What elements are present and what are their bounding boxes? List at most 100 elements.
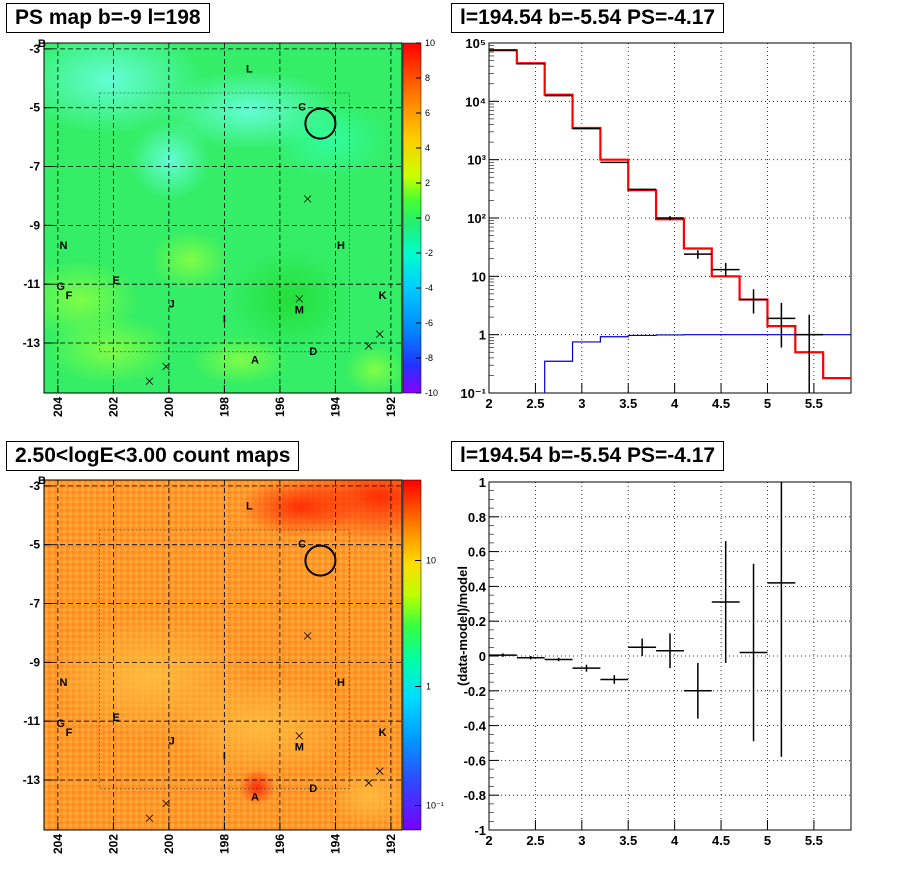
x-tick-label: 5 [764, 396, 771, 411]
map-y-tick-label: -3 [29, 479, 40, 493]
source-label: C [298, 539, 306, 551]
source-label: E [112, 275, 119, 287]
source-label: I [223, 313, 226, 325]
data-point [739, 289, 768, 314]
source-label: F [66, 290, 73, 302]
colorbar-tick-label: -6 [425, 318, 433, 328]
source-cross [295, 295, 304, 303]
map-y-tick-label: -13 [23, 336, 41, 350]
y-tick-label: -0.8 [464, 788, 486, 803]
roi-box [99, 92, 350, 353]
source-label: J [169, 299, 175, 311]
x-tick-label: 3.5 [619, 833, 637, 848]
data-point [683, 250, 712, 259]
map-x-tick-label: 196 [273, 397, 287, 417]
residual-point [572, 664, 601, 672]
source-cross [162, 362, 170, 371]
data-point [656, 216, 684, 221]
map-x-tick-label: 194 [328, 834, 342, 854]
x-tick-label: 2.5 [526, 833, 544, 848]
source-cross [376, 767, 384, 775]
x-tick-label: 2 [485, 833, 492, 848]
source-label: K [379, 727, 387, 739]
source-label: A [251, 792, 259, 804]
colorbar-tick-label: -8 [425, 353, 433, 363]
colorbar-tick-label: 0 [425, 213, 430, 223]
residual-panel: 2 2.5 3 3.5 4 4.5 5 5.5 1 0.8 0.6 0.4 0.2 0 -0.2 -0.4 -0… [449, 437, 898, 875]
data-point [628, 188, 657, 191]
source-cross [364, 342, 373, 350]
source-cross [145, 814, 154, 823]
ps-map: L C N H GF E J I M K A D 10 8 6 4 2 0 -2 -4 -6 -8 -10 204 202 2… [23, 38, 438, 417]
map-x-tick-label: 194 [328, 397, 342, 417]
data-point [489, 49, 517, 51]
y-tick-label: -0.4 [464, 719, 487, 734]
residual-point [544, 657, 573, 662]
target-circle [304, 107, 337, 140]
map-x-tick-label: 204 [51, 834, 65, 854]
source-cross [303, 195, 312, 203]
map-y-tick-label: -5 [29, 101, 40, 115]
residual-point [489, 653, 517, 657]
colorbar-tick-label: 10 [426, 556, 436, 566]
y-tick-label: -0.2 [464, 684, 486, 699]
y-tick-label: 10² [467, 211, 486, 226]
residual-point [600, 675, 629, 684]
source-label: N [59, 677, 67, 689]
x-tick-label: 5.5 [805, 396, 823, 411]
map-y-tick-label: -13 [23, 773, 41, 787]
source-label: D [309, 783, 317, 795]
colorbar-tick-label: 4 [425, 143, 430, 153]
map-x-tick-label: 204 [51, 397, 65, 417]
x-tick-label: 4.5 [712, 833, 730, 848]
x-tick-label: 3 [578, 396, 585, 411]
y-tick-label: 1 [479, 328, 486, 343]
x-tick-label: 4 [671, 396, 679, 411]
source-step-line [544, 334, 851, 393]
colorbar-tick-label: -4 [425, 283, 433, 293]
y-tick-label: 0.2 [468, 614, 486, 629]
source-cross [303, 632, 312, 640]
source-label: N [59, 240, 67, 252]
y-tick-label: 10³ [467, 153, 486, 168]
colorbar-tick-label: -10 [425, 388, 438, 398]
y-tick-label: 10 [472, 269, 486, 284]
source-cross [364, 779, 373, 787]
map-y-tick-label: -11 [23, 277, 40, 291]
y-tick-label: -1 [474, 823, 486, 838]
source-label: C [298, 102, 306, 114]
x-tick-label: 4.5 [712, 396, 730, 411]
x-tick-label: 3 [578, 833, 585, 848]
count-colorbar [402, 479, 422, 831]
y-tick-label: 1 [479, 475, 486, 490]
data-point [572, 127, 601, 130]
map-x-tick-label: 200 [162, 834, 176, 854]
source-label: F [66, 727, 73, 739]
source-label: G [56, 281, 65, 293]
residual-chart: 2 2.5 3 3.5 4 4.5 5 5.5 1 0.8 0.6 0.4 0.2 0 -0.2 -0.4 -0… [455, 475, 852, 848]
residual-point [711, 541, 740, 663]
x-tick-label: 5.5 [805, 833, 823, 848]
map-x-tick-label: 198 [217, 397, 231, 417]
y-tick-label: 0.6 [468, 545, 486, 560]
map-y-tick-label: -3 [29, 42, 40, 56]
colorbar-tick-label: 10⁻¹ [426, 801, 444, 811]
colorbar-tick-label: 1 [426, 682, 431, 692]
y-tick-label: 0 [479, 649, 486, 664]
source-label: A [251, 355, 259, 367]
map-y-tick-label: -9 [29, 218, 40, 232]
residual-point [628, 638, 657, 656]
source-cross [376, 330, 384, 338]
source-cross [162, 799, 170, 808]
y-tick-label: 0.4 [468, 579, 487, 594]
data-point [544, 94, 573, 97]
data-point [767, 302, 796, 348]
colorbar-tick-label: 6 [425, 108, 430, 118]
target-circle [304, 544, 337, 577]
map-x-tick-label: 192 [384, 397, 398, 417]
source-label: D [309, 346, 317, 358]
x-tick-label: 4 [671, 833, 679, 848]
source-cross [145, 377, 154, 386]
y-tick-label: -0.6 [464, 753, 486, 768]
